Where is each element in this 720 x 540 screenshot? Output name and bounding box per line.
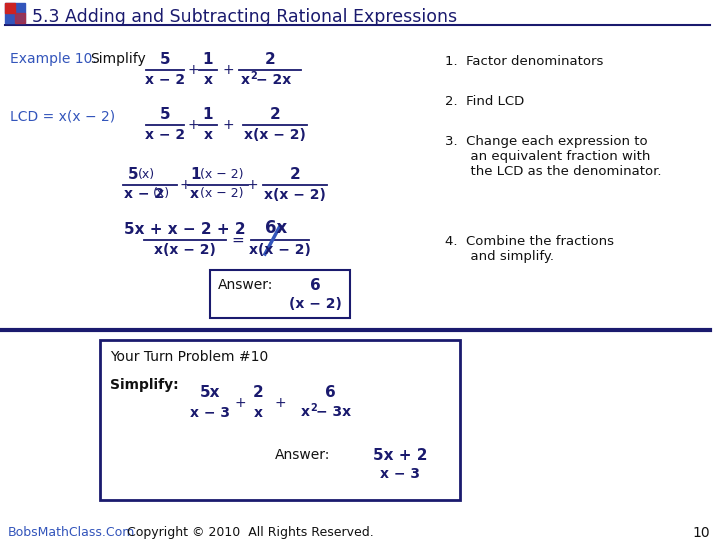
Text: 1.  Factor denominators: 1. Factor denominators xyxy=(445,55,603,68)
Text: x: x xyxy=(204,73,212,87)
Text: 6x: 6x xyxy=(265,219,287,237)
Text: +: + xyxy=(222,63,234,77)
Text: (x): (x) xyxy=(138,168,155,181)
Text: − 2x: − 2x xyxy=(256,73,292,87)
Text: x: x xyxy=(204,128,212,142)
Text: (x): (x) xyxy=(153,187,170,200)
Text: Copyright © 2010  All Rights Reserved.: Copyright © 2010 All Rights Reserved. xyxy=(127,526,374,539)
Text: 3.  Change each expression to
      an equivalent fraction with
      the LCD as: 3. Change each expression to an equivale… xyxy=(445,135,662,178)
Text: 2: 2 xyxy=(289,167,300,182)
Text: x: x xyxy=(253,406,263,420)
Text: x(x − 2): x(x − 2) xyxy=(244,128,306,142)
Text: x: x xyxy=(241,73,250,87)
Text: =: = xyxy=(232,233,244,247)
Text: 5x: 5x xyxy=(199,385,220,400)
Text: 5x + x − 2 + 2: 5x + x − 2 + 2 xyxy=(124,222,246,237)
Text: BobsMathClass.Com: BobsMathClass.Com xyxy=(8,526,135,539)
Text: 1: 1 xyxy=(203,52,213,67)
Text: 1: 1 xyxy=(190,167,200,182)
Text: Your Turn Problem #10: Your Turn Problem #10 xyxy=(110,350,269,364)
Text: +: + xyxy=(187,63,199,77)
Text: 6: 6 xyxy=(325,385,336,400)
Text: 5: 5 xyxy=(128,167,139,182)
Text: (x − 2): (x − 2) xyxy=(200,187,243,200)
Bar xyxy=(210,270,350,318)
Text: LCD = x(x − 2): LCD = x(x − 2) xyxy=(10,110,115,124)
Text: +: + xyxy=(234,396,246,410)
Text: 2: 2 xyxy=(269,107,280,122)
Text: x − 3: x − 3 xyxy=(380,467,420,481)
Text: 10: 10 xyxy=(693,526,710,540)
Text: x(x − 2): x(x − 2) xyxy=(264,188,326,202)
Text: (x − 2): (x − 2) xyxy=(289,297,341,311)
Text: +: + xyxy=(222,118,234,132)
Text: Answer:: Answer: xyxy=(218,278,274,292)
Text: Simplify:: Simplify: xyxy=(110,378,179,392)
Text: 5: 5 xyxy=(160,52,171,67)
Text: +: + xyxy=(187,118,199,132)
Text: x − 2: x − 2 xyxy=(145,128,185,142)
Text: 2: 2 xyxy=(253,385,264,400)
Text: 2.  Find LCD: 2. Find LCD xyxy=(445,95,524,108)
Text: − 3x: − 3x xyxy=(316,405,351,419)
Bar xyxy=(5,3,25,23)
Text: +: + xyxy=(274,396,286,410)
Text: x: x xyxy=(301,405,310,419)
Bar xyxy=(5,3,15,13)
Text: x − 3: x − 3 xyxy=(190,406,230,420)
Text: 2: 2 xyxy=(265,52,275,67)
Text: 5.3 Adding and Subtracting Rational Expressions: 5.3 Adding and Subtracting Rational Expr… xyxy=(32,8,457,26)
Text: 6: 6 xyxy=(310,278,320,293)
Text: x − 2: x − 2 xyxy=(124,187,164,201)
Text: (x − 2): (x − 2) xyxy=(200,168,243,181)
Text: x(x − 2): x(x − 2) xyxy=(249,243,311,257)
Text: +: + xyxy=(179,178,191,192)
Bar xyxy=(15,13,25,23)
Text: 5: 5 xyxy=(160,107,171,122)
Text: 5x + 2: 5x + 2 xyxy=(373,448,427,463)
Text: 4.  Combine the fractions
      and simplify.: 4. Combine the fractions and simplify. xyxy=(445,235,614,263)
Text: 2: 2 xyxy=(310,403,317,413)
Text: +: + xyxy=(246,178,258,192)
Text: x(x − 2): x(x − 2) xyxy=(154,243,216,257)
Text: 2: 2 xyxy=(250,71,257,81)
Text: x: x xyxy=(190,187,199,201)
Text: Example 10.: Example 10. xyxy=(10,52,96,66)
Bar xyxy=(100,340,460,500)
Text: x − 2: x − 2 xyxy=(145,73,185,87)
Text: 1: 1 xyxy=(203,107,213,122)
Text: Simplify: Simplify xyxy=(90,52,145,66)
Text: Answer:: Answer: xyxy=(274,448,330,462)
